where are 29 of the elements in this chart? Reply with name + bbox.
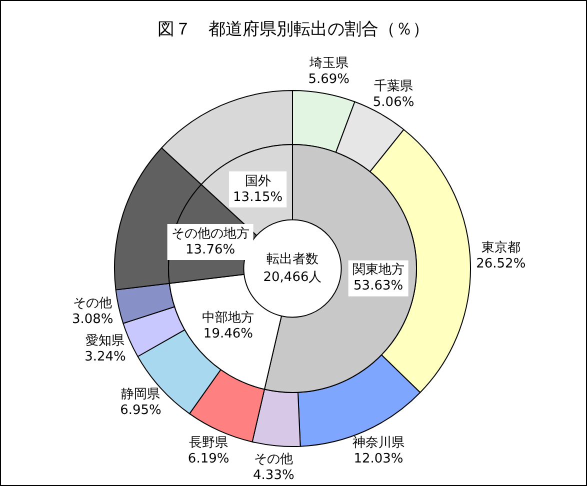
data-label: 3.24% (84, 350, 126, 365)
data-label: 13.15% (233, 190, 283, 205)
data-label: 19.46% (203, 326, 253, 342)
data-label: 26.52% (476, 256, 526, 272)
data-label: 3.08% (72, 312, 114, 327)
slice-label: その他 (73, 296, 112, 311)
slice-label: 中部地方 (202, 310, 254, 326)
slice-label: 神奈川県 (352, 435, 404, 450)
data-label: 5.69% (308, 72, 350, 88)
text: 20,466人 (263, 270, 322, 285)
slice-label: 静岡県 (121, 387, 160, 402)
slice-label: その他の地方 (171, 225, 250, 242)
chart-title: 図７ 都道府県別転出の割合（％） (158, 19, 430, 40)
slice-label: 関東地方 (352, 262, 404, 278)
slice-label: 埼玉県 (308, 56, 348, 72)
data-label: 6.95% (120, 403, 162, 418)
data-label: 4.33% (253, 468, 294, 484)
data-label: 5.06% (372, 94, 414, 110)
data-label: 12.03% (354, 451, 404, 466)
text: 転出者数 (266, 252, 318, 267)
slice-label: 国外 (244, 174, 271, 189)
slice-label: 愛知県 (86, 334, 125, 349)
data-label: 53.63% (354, 278, 404, 294)
slice-label: 長野県 (189, 435, 228, 450)
data-label: 6.19% (188, 451, 230, 466)
slice-label: その他 (254, 452, 294, 468)
slice-label: 東京都 (481, 240, 520, 256)
data-label: 13.76% (186, 242, 236, 258)
slice-label: 千葉県 (374, 78, 414, 94)
